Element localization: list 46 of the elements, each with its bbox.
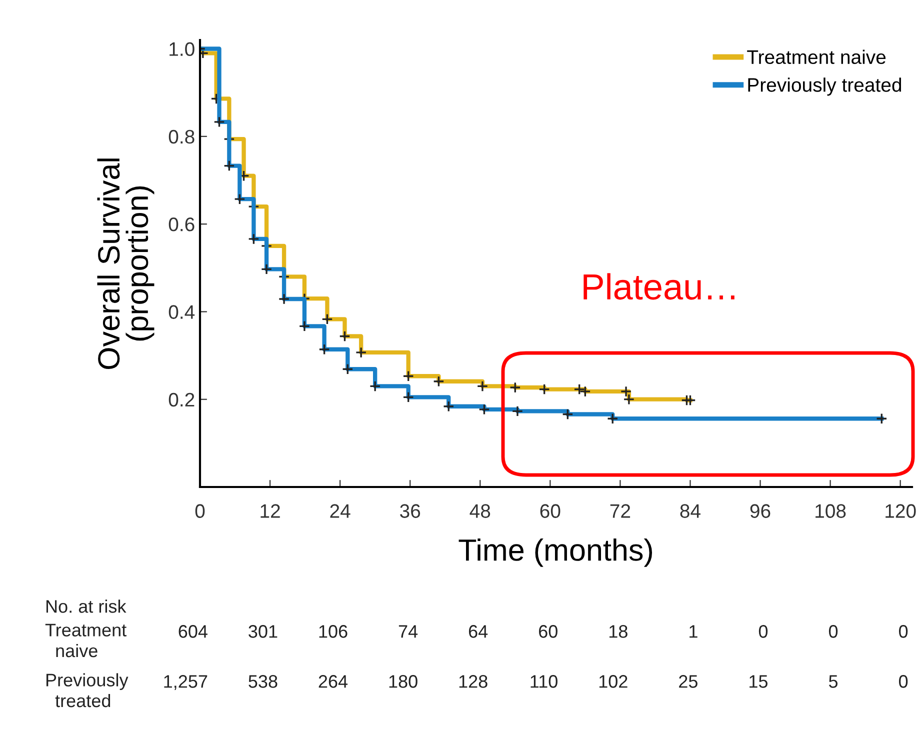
y-tick-label: 0.4 [168, 305, 195, 319]
x-tick-label: 0 [195, 504, 205, 518]
text: 64 [468, 625, 488, 638]
text: 264 [318, 675, 348, 688]
text: 0 [898, 625, 908, 638]
x-tick-label: 48 [470, 504, 490, 518]
text: 15 [750, 675, 768, 688]
text: 5 [828, 675, 838, 688]
legend-label: Treatment naive [747, 50, 886, 64]
text: 18 [609, 625, 628, 638]
text: 128 [459, 675, 488, 688]
annotation: Plateau… [584, 273, 734, 300]
text: 0 [898, 675, 908, 688]
text: 1,257 [164, 675, 208, 690]
x-tick-label: 60 [540, 504, 560, 518]
x-tick-label: 108 [816, 504, 846, 518]
text: 106 [319, 625, 348, 638]
text: 60 [539, 625, 558, 638]
text: 0 [828, 625, 838, 638]
text: 102 [599, 675, 628, 688]
text: 604 [178, 625, 208, 638]
text: 301 [248, 625, 278, 638]
text: 110 [530, 675, 558, 688]
x-tick-label: 36 [400, 504, 420, 518]
x-tick-label: 72 [610, 504, 630, 518]
y-tick-label: 0.8 [168, 130, 194, 144]
text: Previously treated [46, 673, 128, 708]
x-axis-title: Time (months) [458, 538, 652, 567]
y-tick-label: 0.2 [168, 392, 194, 407]
y-tick-label: 1.0 [170, 42, 194, 56]
x-tick-label: 12 [260, 504, 280, 518]
text: 0 [758, 625, 768, 638]
text: 1 [690, 625, 698, 638]
x-tick-label: 120 [886, 504, 916, 518]
text: 538 [248, 675, 278, 688]
text: No. at risk [46, 600, 126, 613]
text: 25 [679, 675, 698, 688]
text: Treatment naive [45, 624, 126, 658]
text: 74 [398, 625, 418, 638]
y-tick-label: 0.6 [168, 218, 194, 232]
x-tick-label: 24 [330, 504, 350, 518]
x-tick-label: 84 [680, 504, 700, 518]
legend-label: Previously treated [748, 78, 902, 96]
x-tick-label: 96 [750, 504, 770, 518]
text: 180 [389, 675, 418, 688]
y-axis-title: Overall Survival (proportion) [97, 158, 154, 370]
